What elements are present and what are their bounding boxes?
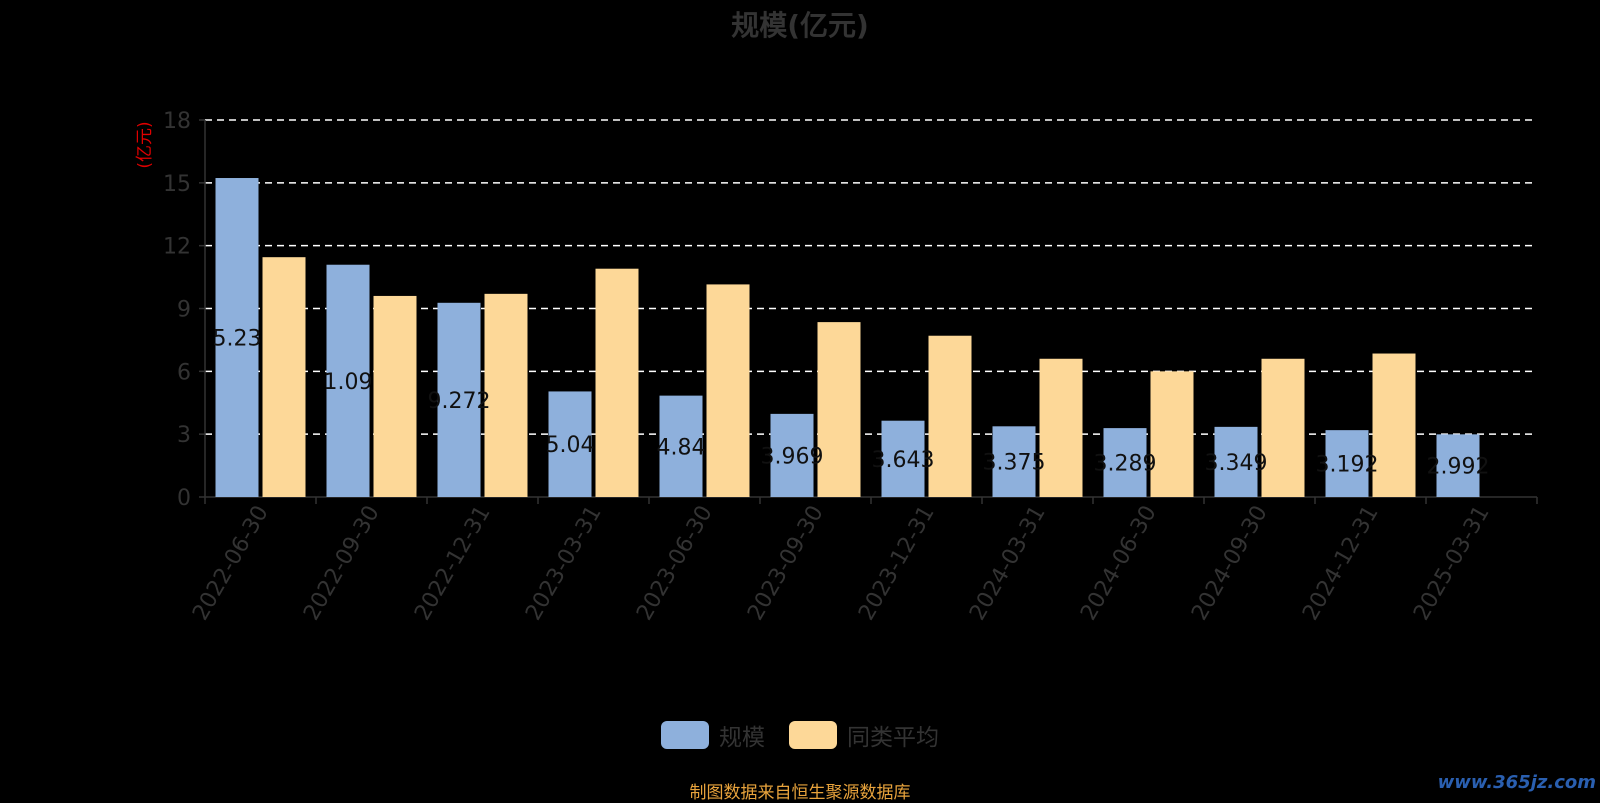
bar-peer-average: [1150, 371, 1194, 497]
x-tick-label: 2023-12-31: [854, 502, 940, 625]
bar-peer-average: [1372, 353, 1416, 497]
x-tick-label: 2024-12-31: [1298, 502, 1384, 625]
legend-swatch-scale: [661, 721, 709, 749]
bar-scale: [1325, 430, 1369, 497]
x-tick-label: 2022-12-31: [410, 502, 496, 625]
data-label-scale: 3.349: [1205, 451, 1268, 476]
bar-peer-average: [1039, 358, 1083, 497]
bar-scale: [326, 264, 370, 497]
data-labels: 5.23 1.09 9.272 5.04 4.84 3.969 3.643 3.375 3.28…: [213, 327, 1490, 480]
legend-swatch-peer-average: [789, 721, 837, 749]
data-label-scale: 5.23: [213, 327, 262, 352]
data-source-note: 制图数据来自恒生聚源数据库: [689, 783, 911, 803]
x-tick-label: 2025-03-31: [1409, 502, 1495, 625]
bar-peer-average: [817, 322, 861, 497]
bar-peer-average: [928, 335, 972, 497]
bars: [215, 178, 1480, 497]
data-label-scale: 3.969: [761, 444, 824, 469]
bar-scale: [881, 420, 925, 497]
bar-peer-average: [262, 257, 306, 497]
data-label-scale: 3.375: [983, 451, 1046, 476]
legend-label-peer-average: 同类平均: [847, 725, 939, 751]
bar-scale: [659, 395, 703, 497]
y-tick-label: 0: [177, 486, 191, 511]
x-tick-label: 2023-06-30: [632, 502, 718, 625]
bar-scale: [1436, 434, 1480, 497]
bar-peer-average: [706, 284, 750, 497]
watermark: www.365jz.com: [1437, 772, 1596, 793]
y-tick-label: 12: [163, 235, 191, 260]
data-label-scale: 4.84: [657, 435, 706, 460]
bar-peer-average: [373, 295, 417, 497]
bar-peer-average: [595, 268, 639, 497]
legend: 规模 同类平均: [0, 718, 1600, 752]
bar-scale: [215, 178, 259, 497]
y-tick-label: 15: [163, 172, 191, 197]
x-tick-label: 2022-09-30: [299, 502, 385, 625]
x-tick-label: 2024-09-30: [1187, 502, 1273, 625]
legend-item-scale[interactable]: 规模: [661, 718, 765, 752]
bar-scale: [1103, 428, 1147, 497]
legend-label-scale: 规模: [719, 725, 765, 751]
x-tick-label: 2023-09-30: [743, 502, 829, 625]
y-tick-label: 9: [177, 298, 191, 323]
bar-scale: [770, 413, 814, 497]
data-label-scale: 3.289: [1094, 452, 1157, 477]
y-tick-label: 18: [163, 109, 191, 134]
x-tick-label: 2024-06-30: [1076, 502, 1162, 625]
data-label-scale: 2.992: [1427, 455, 1490, 480]
bar-scale: [1214, 426, 1258, 497]
x-tick-label: 2022-06-30: [188, 502, 274, 625]
chart-title: 规模(亿元): [731, 9, 869, 42]
x-tick-label: 2023-03-31: [521, 502, 607, 625]
y-tick-label: 3: [177, 423, 191, 448]
data-label-scale: 3.643: [872, 448, 935, 473]
y-axis-label: (亿元): [135, 121, 155, 168]
legend-item-peer-average[interactable]: 同类平均: [789, 718, 939, 752]
bar-peer-average: [1261, 358, 1305, 497]
grid-lines: [205, 119, 1537, 435]
x-tick-label: 2024-03-31: [965, 502, 1051, 625]
bar-chart: 0 3 6 9 12 15 18 2022-06-30 2022-09-30 2022-12-31…: [135, 109, 1538, 625]
data-label-scale: 3.192: [1316, 453, 1379, 478]
bar-scale: [437, 302, 481, 497]
y-tick-label: 6: [177, 360, 191, 385]
data-label-scale: 1.09: [324, 370, 373, 395]
bar-scale: [992, 426, 1036, 497]
data-label-scale: 5.04: [546, 433, 595, 458]
bar-scale: [548, 391, 592, 497]
bar-peer-average: [484, 293, 528, 497]
data-label-scale: 9.272: [428, 389, 491, 414]
